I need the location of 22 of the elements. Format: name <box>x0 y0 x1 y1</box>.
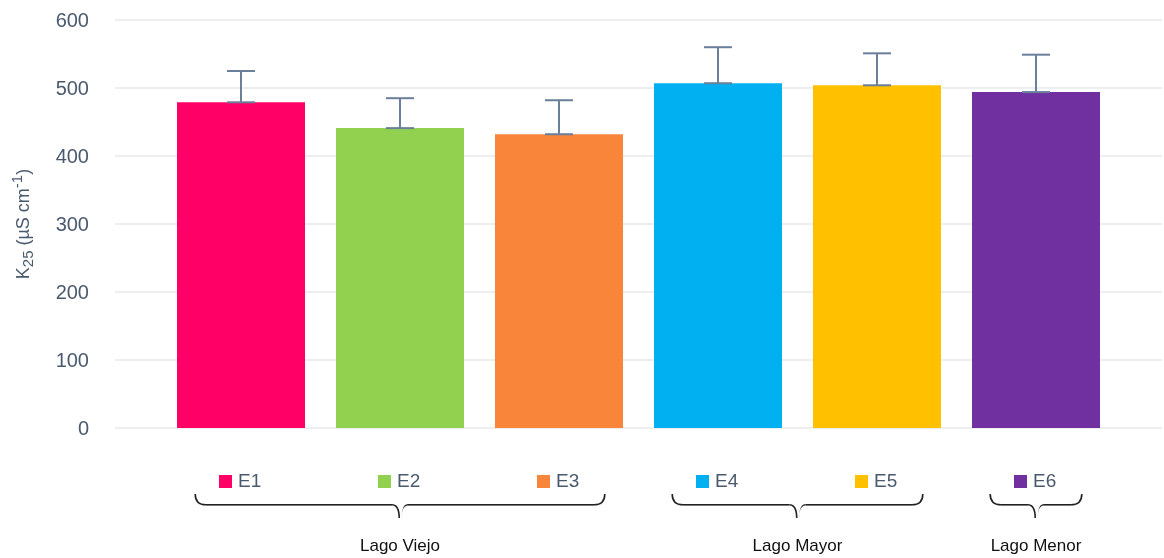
y-tick-label: 600 <box>55 9 89 32</box>
legend-label: E6 <box>1033 470 1057 492</box>
legend-label: E5 <box>874 470 898 492</box>
bar <box>495 134 623 428</box>
text: Lago Menor <box>990 536 1082 556</box>
y-tick-label: 100 <box>55 349 89 372</box>
y-tick-label: 500 <box>55 77 89 100</box>
text: Lago Viejo <box>359 536 441 556</box>
legend-label: E2 <box>397 470 421 492</box>
bar <box>177 102 305 428</box>
y-tick-label: 0 <box>77 417 89 440</box>
bar <box>336 128 464 428</box>
bar <box>813 85 941 428</box>
y-tick-label: 400 <box>55 145 89 168</box>
bar <box>972 92 1100 428</box>
legend-label: E3 <box>556 470 580 492</box>
y-tick-label: 200 <box>55 281 89 304</box>
legend-label: E1 <box>238 470 262 492</box>
y-tick-label: 300 <box>55 213 89 236</box>
bar <box>654 83 782 428</box>
legend-label: E4 <box>715 470 739 492</box>
text: Lago Mayor <box>752 536 843 556</box>
